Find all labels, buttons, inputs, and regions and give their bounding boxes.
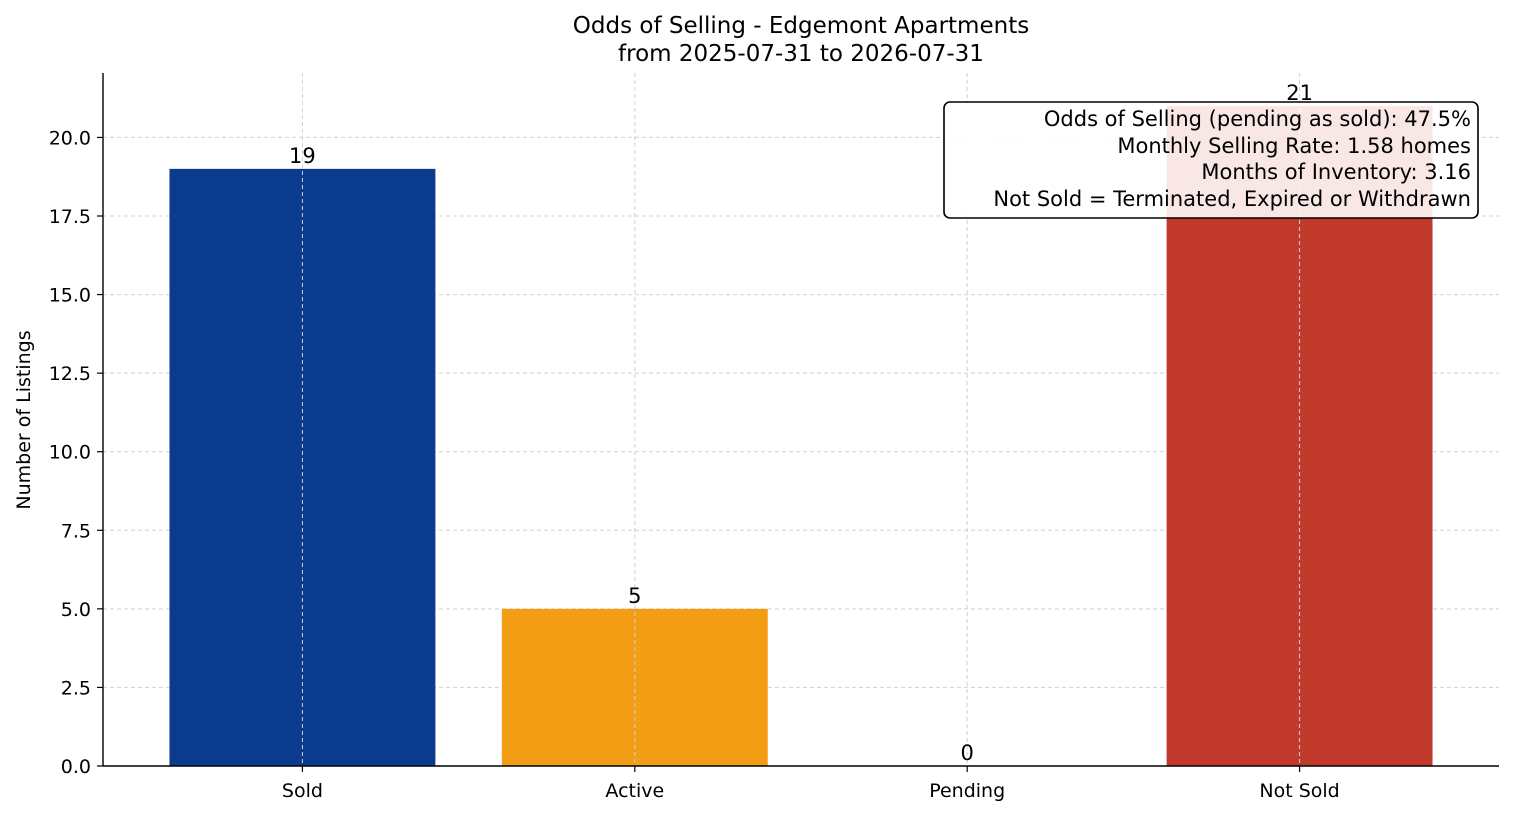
annotation-not-sold-note: Not Sold = Terminated, Expired or Withdr… <box>993 187 1471 211</box>
bar-value-label: 19 <box>289 144 316 168</box>
annotation-odds: Odds of Selling (pending as sold): 47.5% <box>1044 107 1471 131</box>
x-tick-label: Sold <box>282 780 323 802</box>
y-tick-label: 20.0 <box>49 127 91 149</box>
bar-value-label: 5 <box>628 584 641 608</box>
annotation-inventory: Months of Inventory: 3.16 <box>1201 160 1471 184</box>
x-tick-label: Not Sold <box>1259 780 1339 802</box>
stats-annotation-box: Odds of Selling (pending as sold): 47.5%… <box>943 101 1479 219</box>
y-tick-label: 15.0 <box>49 285 91 307</box>
axis-layer <box>102 73 1499 767</box>
y-tick-label: 17.5 <box>49 206 91 228</box>
y-tick-label: 5.0 <box>61 599 91 621</box>
y-tick-label: 2.5 <box>61 677 91 699</box>
chart-subtitle: from 2025-07-31 to 2026-07-31 <box>618 41 984 67</box>
annotation-selling-rate: Monthly Selling Rate: 1.58 homes <box>1117 134 1471 158</box>
y-tick-label: 0.0 <box>61 756 91 778</box>
x-tick-label: Active <box>605 780 664 802</box>
bar-value-label: 0 <box>961 741 974 765</box>
bar-value-label: 21 <box>1286 81 1313 105</box>
y-tick-label: 7.5 <box>61 520 91 542</box>
y-axis-label: Number of Listings <box>13 330 35 509</box>
y-tick-label: 10.0 <box>49 442 91 464</box>
annotation-frame <box>943 101 1479 219</box>
value-label-layer: 19 5 0 21 <box>289 81 1313 765</box>
tick-layer: 0.0 2.5 5.0 7.5 10.0 12.5 15.0 17.5 20.0 Sold Acti… <box>49 127 1340 802</box>
x-tick-label: Pending <box>929 780 1005 802</box>
y-tick-label: 12.5 <box>49 363 91 385</box>
chart-title: Odds of Selling - Edgemont Apartments <box>573 13 1029 39</box>
bar-active <box>501 608 768 766</box>
